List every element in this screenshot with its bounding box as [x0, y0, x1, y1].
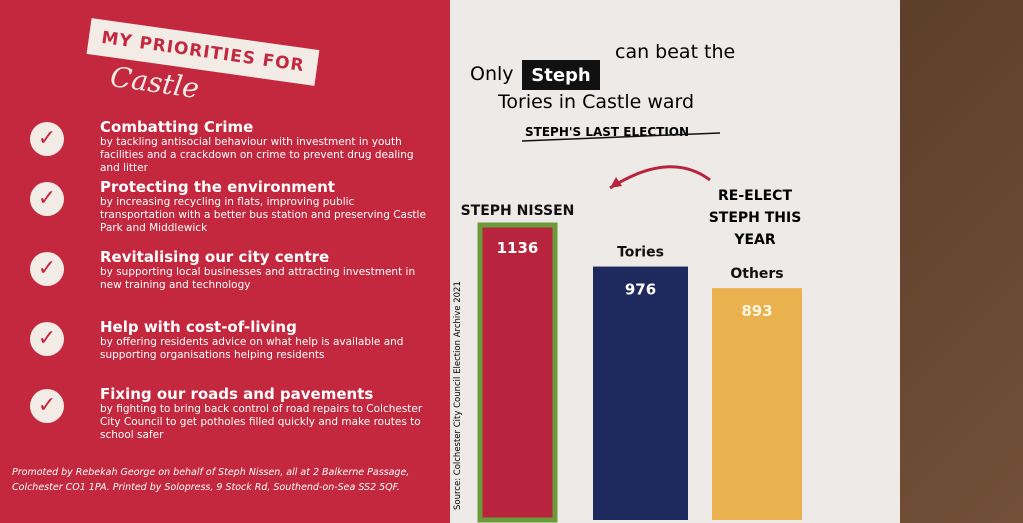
- annotation: RE-ELECT STEPH THIS YEAR: [709, 188, 802, 248]
- priority-text: by increasing recycling in flats, improv…: [100, 196, 426, 234]
- bar: [593, 266, 688, 520]
- priority-text: by tackling antisocial behaviour with in…: [100, 136, 414, 174]
- priority-text: by fighting to bring back control of roa…: [100, 403, 423, 441]
- bar: [712, 288, 802, 520]
- source: Source: Colchester City Council Election…: [453, 281, 463, 510]
- priority-item: ✓ Help with cost-of-living by offering res…: [30, 318, 430, 362]
- bar: [477, 222, 558, 523]
- priority-title: Fixing our roads and pavements: [100, 385, 374, 403]
- priority-item: ✓ Fixing our roads and pavements by fighti…: [30, 385, 430, 442]
- check-icon: ✓: [30, 182, 64, 216]
- priority-item: ✓ Combatting Crime by tackling antisocial …: [30, 118, 430, 175]
- category-label: Others: [730, 266, 783, 282]
- title-part: Steph: [531, 65, 590, 86]
- priority-item: ✓ Protecting the environment by increasing…: [30, 178, 430, 235]
- category-label: STEPH NISSEN: [461, 203, 575, 219]
- title-part: Only: [470, 63, 514, 85]
- priority-item: ✓ Revitalising our city centre by supporti…: [30, 248, 430, 292]
- title-part: Tories in Castle ward: [497, 91, 694, 113]
- priority-text: by offering residents advice on what hel…: [100, 336, 404, 361]
- value-label: 893: [741, 302, 772, 320]
- priority-title: Protecting the environment: [100, 178, 335, 196]
- chart-panel: Only Steph can beat the Tories in Castle…: [450, 0, 900, 523]
- priority-text: by supporting local businesses and attra…: [100, 266, 416, 291]
- category-label: Tories: [617, 245, 664, 261]
- value-label: 1136: [497, 239, 539, 257]
- priorities-panel: MY PRIORITIES FOR Castle ✓ Combatting Cri…: [0, 0, 450, 523]
- arrow: [609, 165, 711, 190]
- check-icon: ✓: [30, 322, 64, 356]
- check-icon: ✓: [30, 389, 64, 423]
- underline: [521, 132, 721, 142]
- highlight-box: [522, 60, 600, 90]
- priority-title: Combatting Crime: [100, 118, 254, 136]
- imprint: Promoted by Rebekah George on behalf of …: [12, 467, 410, 493]
- value-label: 976: [625, 281, 656, 299]
- title-part: can beat the: [615, 41, 735, 63]
- check-icon: ✓: [30, 252, 64, 286]
- arrowhead: [610, 177, 622, 188]
- priority-title: Revitalising our city centre: [100, 248, 330, 266]
- priority-title: Help with cost-of-living: [100, 318, 297, 336]
- chart: Only Steph can beat the Tories in Castle…: [453, 41, 802, 523]
- check-icon: ✓: [30, 122, 64, 156]
